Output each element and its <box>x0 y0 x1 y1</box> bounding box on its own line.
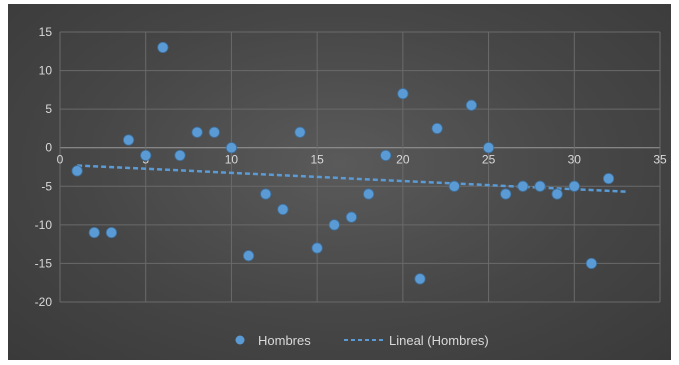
data-point <box>380 149 392 162</box>
y-tick-label: -20 <box>35 295 53 309</box>
x-tick-label: 35 <box>653 153 667 167</box>
data-point <box>551 188 563 200</box>
data-point <box>71 165 83 177</box>
data-point <box>345 211 358 223</box>
x-tick-label: 10 <box>225 153 239 167</box>
data-point <box>465 99 478 111</box>
trendline-layer <box>77 164 626 193</box>
data-point <box>414 273 426 285</box>
data-point <box>88 226 100 239</box>
data-point <box>568 180 580 192</box>
y-tick-label: -15 <box>35 256 53 270</box>
data-point <box>328 219 340 231</box>
data-point <box>534 180 546 192</box>
trendline <box>77 164 626 193</box>
data-point <box>294 126 306 138</box>
data-point <box>260 188 272 200</box>
legend-marker-hombres <box>235 335 245 345</box>
data-point <box>362 188 375 200</box>
data-point <box>311 242 323 254</box>
data-points <box>71 41 615 285</box>
legend-label-hombres: Hombres <box>258 333 311 348</box>
y-tick-label: -5 <box>41 179 52 193</box>
data-point <box>585 257 598 270</box>
y-tick-label: 15 <box>39 25 53 39</box>
data-point <box>157 41 169 54</box>
gridlines <box>59 31 661 303</box>
data-point <box>105 226 118 239</box>
data-point <box>448 180 460 192</box>
x-tick-label: 30 <box>568 153 582 167</box>
data-point <box>122 134 135 146</box>
data-point <box>242 250 255 262</box>
data-point <box>208 126 220 138</box>
data-point <box>500 188 512 200</box>
y-tick-label: -10 <box>35 218 53 232</box>
data-point <box>191 126 203 138</box>
data-point <box>225 142 238 154</box>
y-tick-label: 10 <box>39 64 53 78</box>
data-point <box>517 180 529 192</box>
x-tick-label: 0 <box>57 153 64 167</box>
x-tick-label: 25 <box>482 153 496 167</box>
data-point <box>174 149 186 162</box>
y-tick-label: 0 <box>45 141 52 155</box>
x-tick-label: 15 <box>310 153 324 167</box>
data-point <box>602 172 615 185</box>
legend: Hombres Lineal (Hombres) <box>235 333 489 348</box>
legend-label-trendline: Lineal (Hombres) <box>389 333 489 348</box>
data-point <box>277 203 289 216</box>
data-point <box>431 122 443 135</box>
y-tick-label: 5 <box>45 102 52 116</box>
data-point <box>140 149 152 162</box>
x-tick-label: 20 <box>396 153 410 167</box>
data-point <box>482 142 495 154</box>
data-point <box>397 88 409 100</box>
